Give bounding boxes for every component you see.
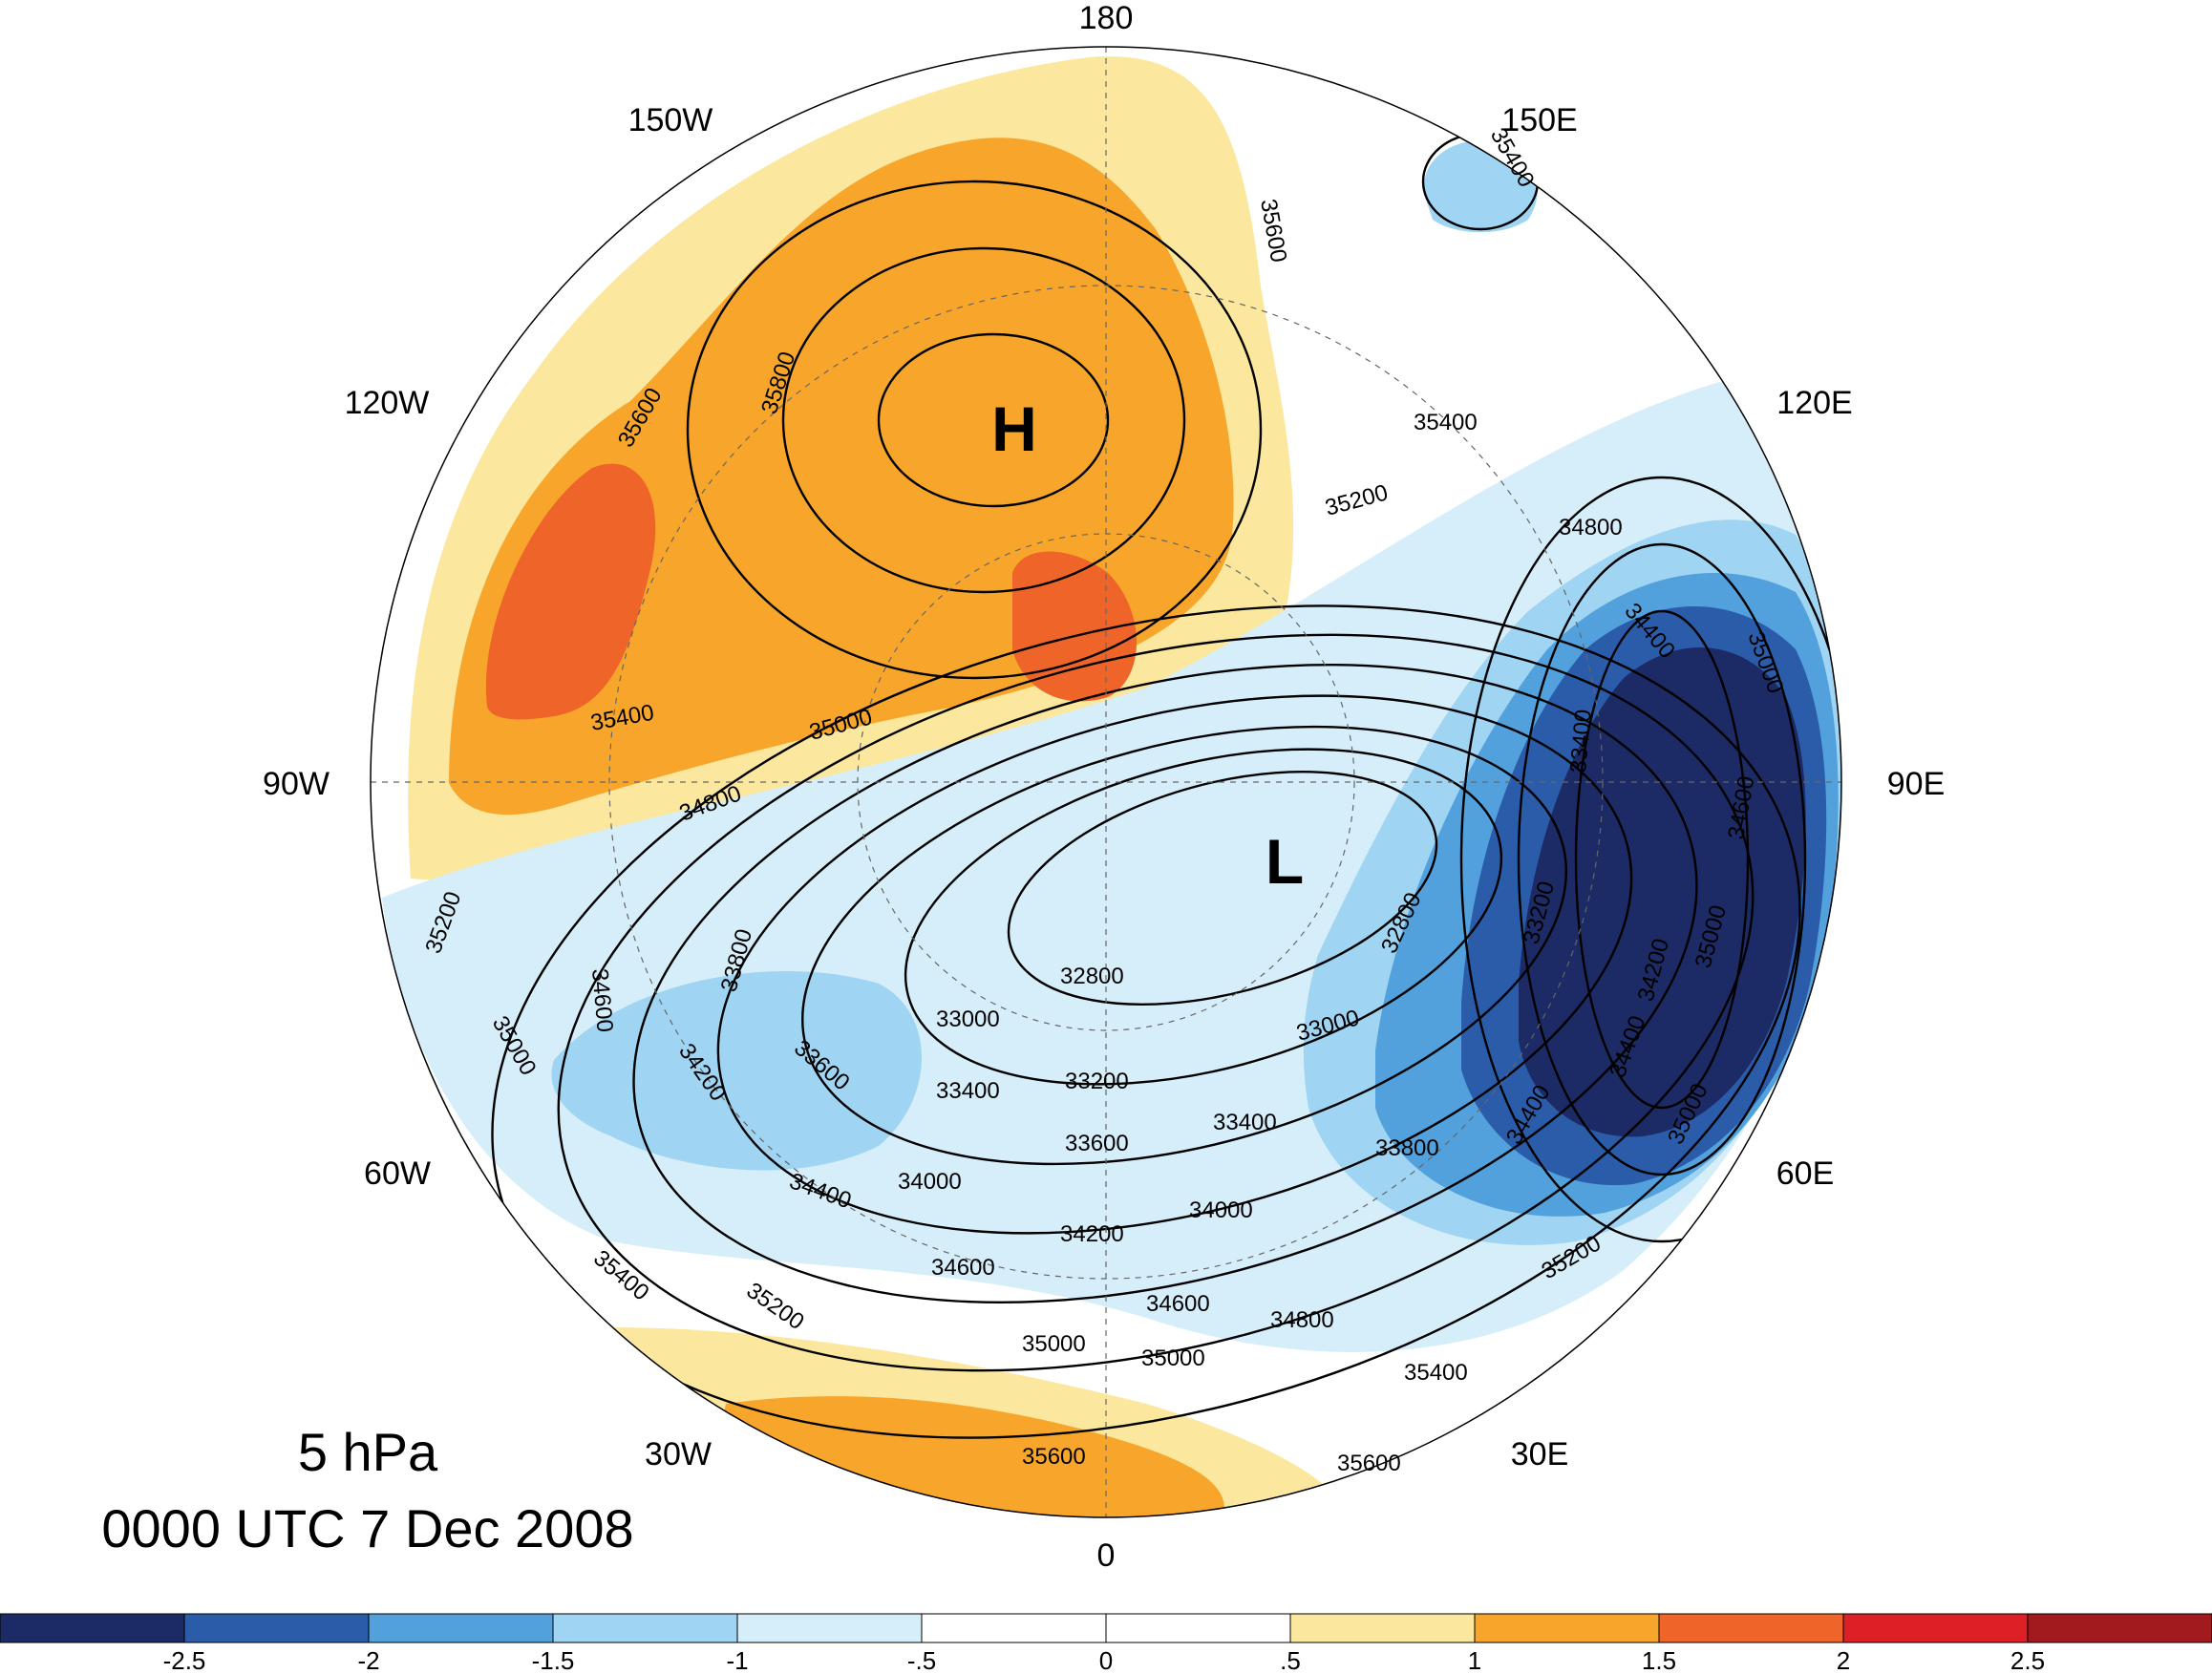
colorbar-tick-label: 1.5: [1642, 1646, 1676, 1674]
colorbar-swatch: [1842, 1613, 2029, 1643]
colorbar-swatch: [183, 1613, 370, 1643]
lon-label-90w: 90W: [263, 766, 330, 802]
colorbar-swatch: [1658, 1613, 1844, 1643]
colorbar-swatch: [1105, 1613, 1291, 1643]
contour-east-1: [1574, 609, 1750, 1110]
colorbar-tick-label: -1: [726, 1646, 748, 1674]
contour-label: 34600: [1146, 1291, 1210, 1317]
colorbar-swatch: [1289, 1613, 1476, 1643]
contour-label: 33600: [1065, 1131, 1129, 1156]
colorbar-swatch: [1474, 1613, 1660, 1643]
contour-low-7: [491, 604, 1801, 1439]
contour-label: 34600: [931, 1255, 995, 1281]
colorbar-tick-label: -2.5: [163, 1646, 206, 1674]
contour-label: 35600: [1022, 1444, 1086, 1470]
contour-label: 33800: [1375, 1135, 1439, 1161]
contour-low-2: [904, 748, 1503, 1086]
lon-label-150w: 150W: [628, 102, 713, 138]
contour-label: 33000: [936, 1007, 1000, 1032]
colorbar-tick-label: -.5: [907, 1646, 936, 1674]
anomaly-shading: [382, 56, 1841, 1517]
colorbar-swatch: [2027, 1613, 2212, 1643]
contour-label: 35000: [1141, 1346, 1205, 1371]
title-level: 5 hPa: [298, 1422, 438, 1482]
lon-label-120w: 120W: [345, 385, 430, 421]
contour-label: 32800: [1060, 964, 1124, 989]
contour-label: 35400: [1404, 1360, 1468, 1386]
lon-label-60w: 60W: [364, 1155, 431, 1192]
contour-label: 34000: [898, 1169, 962, 1195]
contour-label: 34000: [1189, 1197, 1253, 1223]
longitude-labels: 180 150W 150E 120W 120E 90W 90E 60W 60E …: [263, 0, 1945, 1574]
colorbar-swatch: [552, 1613, 738, 1643]
contour-label: 34200: [1060, 1221, 1124, 1247]
contour-label: 33200: [1065, 1069, 1129, 1094]
lon-label-30e: 30E: [1511, 1436, 1569, 1473]
colorbar: -2.5 -2 -1.5 -1 -.5 0 .5 1 1.5 2 2.5: [0, 1613, 2212, 1674]
contour-label: 35400: [1414, 410, 1478, 435]
contour-east-2: [1517, 542, 1807, 1176]
lon-label-180: 180: [1079, 0, 1134, 36]
map-border: [370, 46, 1842, 1518]
colorbar-tick-label: -1.5: [532, 1646, 575, 1674]
contour-low-1: [1007, 771, 1438, 1006]
lon-label-120e: 120E: [1776, 385, 1852, 421]
colorbar-tick-label: -2: [357, 1646, 379, 1674]
contour-label: 33400: [1213, 1110, 1277, 1135]
contour-high-mid: [781, 246, 1186, 594]
negative-anomaly-strongest: [1519, 646, 1806, 1137]
colorbar-swatch: [736, 1613, 923, 1643]
lon-label-30w: 30W: [645, 1436, 712, 1473]
colorbar-tick-label: 0: [1099, 1646, 1113, 1674]
colorbar-tick-label: 2: [1837, 1646, 1850, 1674]
plot-title: 5 hPa 0000 UTC 7 Dec 2008: [101, 1422, 633, 1558]
lon-label-60e: 60E: [1776, 1155, 1835, 1192]
contour-low-6: [557, 633, 1755, 1372]
graticule: [371, 47, 1841, 1517]
low-pressure-marker: L: [1266, 826, 1304, 897]
contour-low-4: [716, 694, 1633, 1235]
contour-label: 34600: [586, 967, 618, 1033]
lon-label-0: 0: [1097, 1537, 1116, 1574]
contour-label: 33400: [936, 1078, 1000, 1104]
colorbar-swatch: [368, 1613, 554, 1643]
contour-label: 33400: [1565, 709, 1597, 774]
contour-low-5: [632, 663, 1698, 1304]
lon-label-90e: 90E: [1887, 766, 1946, 802]
contour-label: 35000: [1022, 1331, 1086, 1357]
contour-low-3: [801, 725, 1567, 1166]
contour-high-outer: [686, 180, 1263, 680]
contour-high-inner: [877, 332, 1110, 508]
colorbar-tick-label: .5: [1280, 1646, 1301, 1674]
high-pressure-marker: H: [991, 393, 1037, 464]
colorbar-tick-label: 1: [1468, 1646, 1481, 1674]
contour-label: 35600: [1337, 1451, 1401, 1476]
contour-east-3: [1459, 476, 1841, 1243]
colorbar-swatch: [921, 1613, 1107, 1643]
colorbar-tick-label: 2.5: [2010, 1646, 2045, 1674]
positive-anomaly-strong-west: [485, 463, 656, 720]
colorbar-swatch: [0, 1613, 185, 1643]
contour-label: 34800: [1270, 1307, 1334, 1333]
title-time: 0000 UTC 7 Dec 2008: [101, 1498, 633, 1558]
contour-label: 34800: [1559, 515, 1623, 540]
lon-label-150e: 150E: [1501, 102, 1577, 138]
